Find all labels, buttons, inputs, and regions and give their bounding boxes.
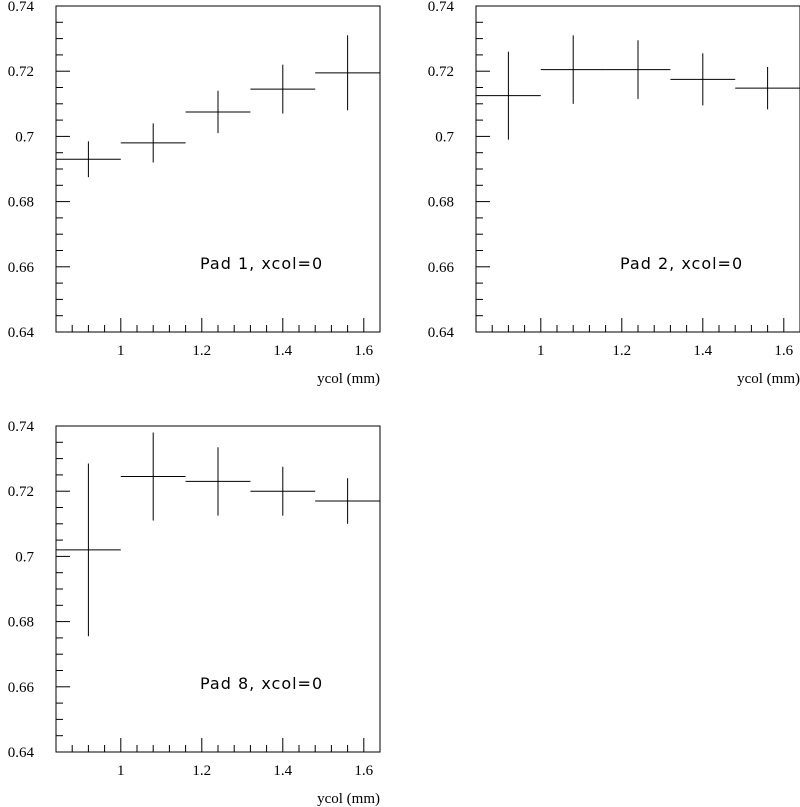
- y-tick-label: 0.66: [428, 260, 455, 276]
- y-tick-label: 0.64: [428, 325, 455, 341]
- data-point: [120, 123, 186, 163]
- x-tick-label: 1: [117, 343, 125, 359]
- data-point: [476, 51, 541, 140]
- x-tick-label: 1.4: [273, 763, 292, 779]
- y-tick-label: 0.74: [428, 0, 455, 15]
- data-point: [56, 141, 121, 178]
- x-tick-label: 1.2: [192, 343, 211, 359]
- y-tick-label: 0.74: [8, 419, 35, 435]
- data-point: [185, 447, 251, 516]
- y-tick-label: 0.72: [428, 64, 454, 80]
- data-point: [315, 35, 380, 111]
- x-tick-label: 1.2: [192, 763, 211, 779]
- x-tick-label: 1.2: [612, 343, 631, 359]
- pad-annotation: Pad 1, xcol=0: [200, 254, 323, 273]
- y-tick-label: 0.66: [8, 260, 35, 276]
- y-tick-label: 0.7: [435, 129, 454, 145]
- x-tick-label: 1.4: [273, 343, 292, 359]
- x-tick-label: 1: [117, 763, 125, 779]
- data-point: [315, 478, 380, 524]
- data-point: [735, 66, 800, 110]
- pad-1: 0.64 0.66 0.68 0.7 0.72 0.74 1 1.2 1.4 1.6 ycol (m…: [8, 0, 381, 387]
- y-tick-label: 0.68: [428, 195, 454, 211]
- x-axis-label: ycol (mm): [317, 791, 380, 807]
- y-tick-label: 0.64: [8, 325, 35, 341]
- data-point: [56, 463, 121, 637]
- x-axis-label: ycol (mm): [317, 371, 380, 387]
- y-tick-label: 0.7: [15, 129, 34, 145]
- data-point: [185, 90, 251, 134]
- x-tick-label: 1.6: [354, 763, 373, 779]
- y-tick-label: 0.68: [8, 195, 34, 211]
- data-point: [120, 432, 186, 521]
- y-tick-label: 0.66: [8, 680, 35, 696]
- x-tick-label: 1: [537, 343, 545, 359]
- data-point: [605, 40, 671, 99]
- x-tick-label: 1.4: [693, 343, 712, 359]
- pad-2: 0.64 0.66 0.68 0.7 0.72 0.74 1 1.2 1.4 1.6 ycol (m…: [428, 0, 800, 387]
- pad-annotation: Pad 2, xcol=0: [620, 254, 743, 273]
- y-tick-label: 0.74: [8, 0, 35, 15]
- x-tick-label: 1.6: [354, 343, 373, 359]
- data-point: [540, 35, 606, 104]
- y-tick-label: 0.68: [8, 615, 34, 631]
- pad-annotation: Pad 8, xcol=0: [200, 674, 323, 693]
- x-axis-label: ycol (mm): [737, 371, 800, 387]
- data-point: [670, 53, 736, 106]
- data-point: [250, 64, 316, 114]
- plot-frame: [55, 5, 381, 333]
- y-tick-label: 0.64: [8, 745, 35, 761]
- y-tick-label: 0.7: [15, 549, 34, 565]
- data-point: [250, 466, 316, 516]
- y-tick-label: 0.72: [8, 64, 34, 80]
- y-tick-label: 0.72: [8, 484, 34, 500]
- x-tick-label: 1.6: [774, 343, 793, 359]
- pad-3: 0.64 0.66 0.68 0.7 0.72 0.74 1 1.2 1.4 1.6 ycol (m…: [8, 419, 381, 807]
